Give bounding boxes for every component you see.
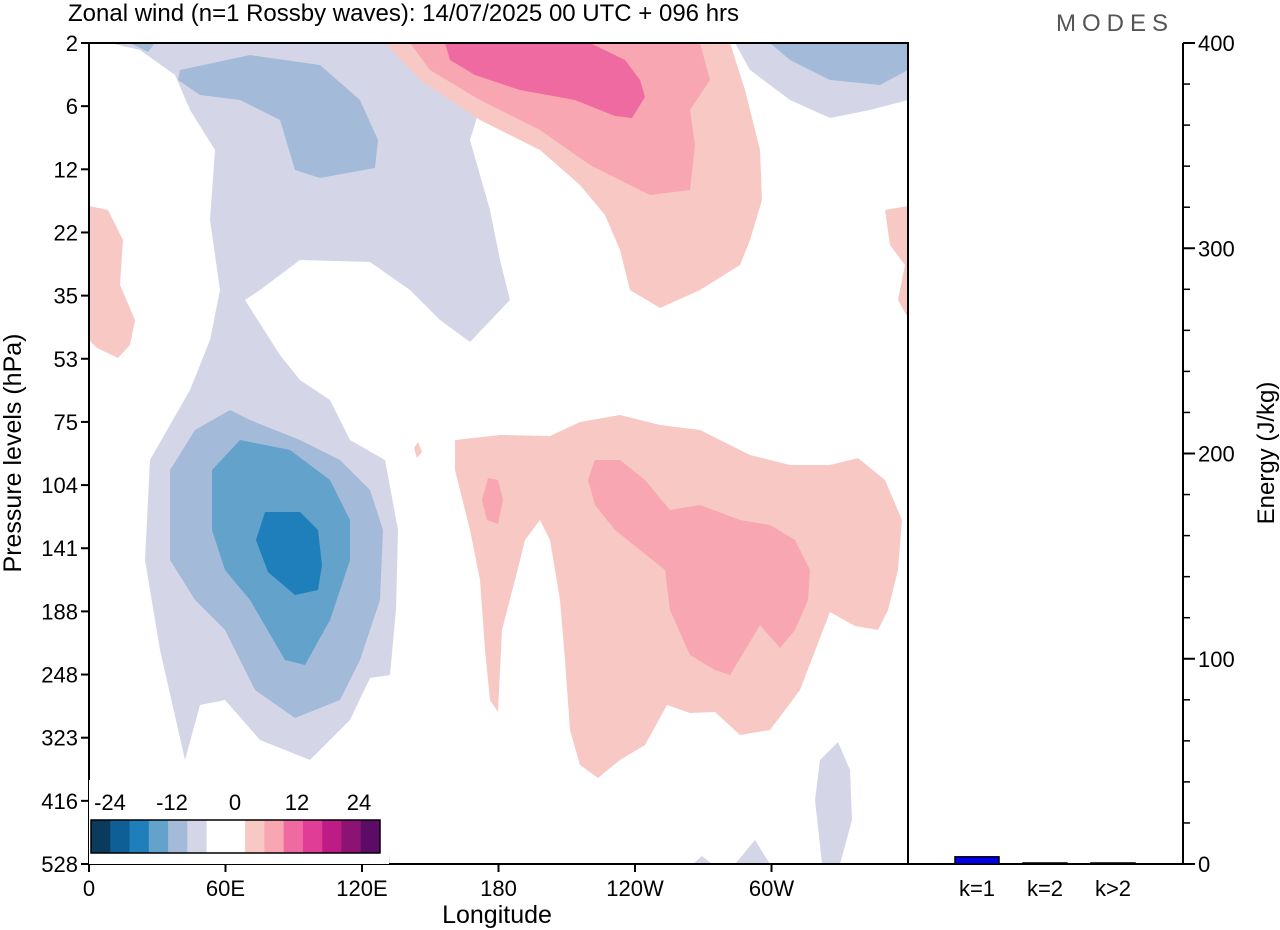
heatmap-panel	[89, 43, 908, 864]
colorbar-swatch	[341, 820, 362, 853]
y-tick-label: 323	[41, 726, 78, 751]
energy-bar	[954, 856, 1000, 865]
colorbar-swatch	[302, 820, 323, 853]
colorbar-swatch	[148, 820, 169, 853]
colorbar-swatch	[168, 820, 188, 853]
contour-neg-ne-1	[770, 43, 908, 85]
energy-axis-label: Energy (J/kg)	[1253, 382, 1280, 525]
y-tick-label: 528	[41, 852, 78, 877]
contour-pos-mid-1b	[482, 478, 503, 524]
energy-bar-panel: 0 100 200 300 400 k=1 k=2 k>2	[908, 31, 1235, 901]
colorbar-swatch	[129, 820, 150, 853]
x-tick-label: 120E	[336, 876, 387, 901]
colorbar-label: 12	[285, 790, 309, 815]
contour-pos-right-edge	[885, 206, 908, 318]
colorbar-frame	[90, 819, 381, 854]
colorbar-swatch	[360, 820, 381, 853]
contour-neg-low-f	[735, 840, 770, 864]
x-tick-label: 60W	[749, 876, 794, 901]
x-axis-label: Longitude	[442, 901, 552, 929]
y-tick-label: 75	[54, 410, 78, 435]
colorbar-swatch	[110, 820, 131, 853]
contour-neg-upper-1b	[130, 43, 155, 52]
y-axis: 2 6 12 22 35 53 75 104 141 188 248 323 416 528	[41, 31, 89, 877]
energy-y-tick-label: 300	[1198, 236, 1235, 261]
colorbar-label: -24	[94, 790, 126, 815]
colorbar-swatch	[91, 820, 111, 853]
colorbar-swatch	[225, 820, 246, 853]
y-tick-label: 53	[54, 347, 78, 372]
contour-pos-top-2	[445, 43, 645, 118]
energy-category-label: k=2	[1027, 876, 1063, 901]
contour-pos-dot	[414, 442, 422, 458]
energy-y-tick-label: 100	[1198, 647, 1235, 672]
y-tick-label: 22	[54, 220, 78, 245]
y-tick-label: 416	[41, 789, 78, 814]
x-tick-label: 0	[83, 876, 95, 901]
energy-bar	[1022, 862, 1068, 865]
energy-y-axis: 0 100 200 300 400	[1183, 31, 1235, 877]
colorbar: -24 -12 0 12 24	[89, 780, 389, 864]
colorbar-swatch	[264, 820, 285, 853]
y-tick-label: 35	[54, 284, 78, 309]
y-tick-label: 6	[66, 94, 78, 119]
energy-bars	[954, 856, 1136, 865]
chart-title: Zonal wind (n=1 Rossby waves): 14/07/202…	[68, 0, 740, 27]
x-tick-label: 180	[480, 876, 517, 901]
colorbar-swatch	[283, 820, 304, 853]
energy-category-label: k>2	[1095, 876, 1131, 901]
colorbar-swatch	[322, 820, 342, 853]
y-tick-label: 2	[66, 31, 78, 56]
colorbar-label: 24	[347, 790, 371, 815]
energy-y-tick-label: 200	[1198, 442, 1235, 467]
y-axis-label: Pressure levels (hPa)	[0, 334, 27, 573]
brand-logo: MODES	[1056, 10, 1175, 37]
colorbar-swatch	[206, 820, 227, 853]
energy-category-label: k=1	[959, 876, 995, 901]
colorbar-label: -12	[156, 790, 188, 815]
contour-neg-low-g	[693, 856, 712, 864]
colorbar-swatch	[245, 820, 265, 853]
y-tick-label: 188	[41, 599, 78, 624]
contour-neg-upper-1	[178, 55, 378, 178]
x-tick-label: 60E	[206, 876, 245, 901]
contour-pos-left-w	[89, 206, 135, 358]
contour-neg-low-e	[815, 742, 852, 864]
y-tick-label: 104	[41, 473, 78, 498]
energy-x-axis: k=1 k=2 k>2	[959, 876, 1131, 901]
contour-pos-mid-1	[588, 460, 810, 675]
energy-y-tick-label: 400	[1198, 31, 1235, 56]
colorbar-swatch	[187, 820, 208, 853]
energy-bar	[1090, 862, 1136, 865]
contour-neg-mid-3	[256, 512, 322, 595]
colorbar-label: 0	[229, 790, 241, 815]
x-tick-label: 120W	[606, 876, 664, 901]
x-axis: 0 60E 120E 180 120W 60W	[83, 864, 794, 901]
y-tick-label: 248	[41, 663, 78, 688]
energy-y-tick-label: 0	[1198, 852, 1210, 877]
y-tick-label: 12	[54, 157, 78, 182]
y-tick-label: 141	[41, 536, 78, 561]
